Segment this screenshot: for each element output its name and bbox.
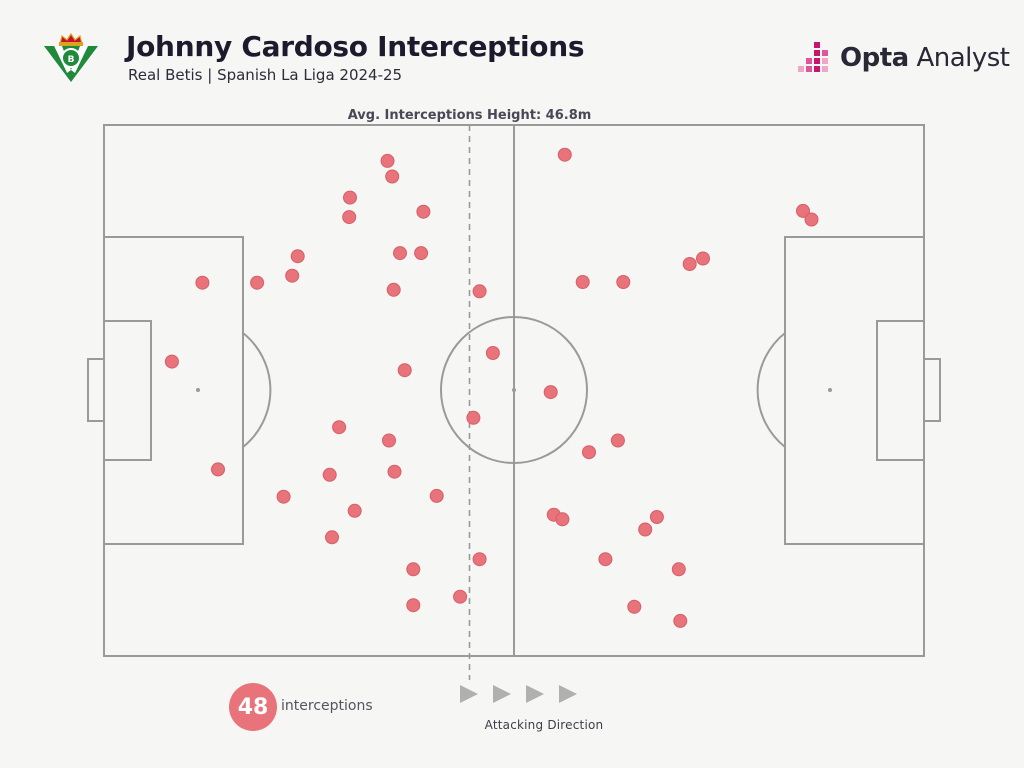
right-goal [923,358,941,422]
interception-point [485,346,500,360]
interception-point [285,268,300,283]
svg-text:B: B [68,55,75,65]
interception-point [472,552,487,567]
interception-count-label: interceptions [281,698,373,714]
chart-title: Johnny Cardoso Interceptions [126,30,585,63]
interception-point [671,562,686,577]
left-penalty-arc [242,332,272,448]
interception-point [429,488,444,503]
play-arrow-icon [559,685,577,703]
play-arrow-icon [460,685,478,703]
interception-point [804,212,819,227]
interception-point [555,512,570,527]
interception-point [682,257,697,271]
interception-point [387,464,402,479]
right-penalty-arc [756,332,786,448]
interception-point [414,246,429,261]
play-arrow-icon [526,685,544,703]
centre-circle [440,316,588,464]
right-penalty-spot [828,388,832,392]
interception-point [290,249,305,264]
interception-point [557,147,572,162]
interception-point [164,354,179,369]
right-penalty-area [784,236,925,545]
interception-point [385,169,400,184]
interception-point [466,410,481,425]
interception-point [575,275,590,289]
interception-point [649,510,664,524]
left-goal [87,358,105,422]
interception-point [638,522,653,537]
interception-point [382,433,396,448]
interception-point [696,251,710,266]
interception-point [673,613,688,628]
interception-point [322,467,337,482]
interception-markers [164,147,819,628]
interception-point [332,420,347,435]
avg-height-label: Avg. Interceptions Height: 46.8m [348,108,592,123]
interception-point [393,246,407,261]
interception-point [342,210,357,225]
interception-point [406,562,421,577]
interception-point [472,284,487,299]
brand-name-bold: Opta [840,43,909,73]
interception-point [347,503,362,518]
interception-point [598,552,613,567]
left-goal-area [103,320,152,461]
interception-point [406,598,421,613]
real-betis-crest-icon: B [44,32,98,82]
pitch-chart: Avg. Interceptions Height: 46.8m [87,108,941,680]
left-penalty-area [103,236,244,545]
interception-point [195,275,210,290]
play-arrow-icon [493,685,511,703]
interception-point [386,282,401,297]
interception-point [610,433,625,448]
interception-point [397,363,412,378]
brand-name: Opta Analyst [840,43,1010,73]
interception-point [796,203,810,218]
interception-point [343,190,357,205]
chart-subtitle: Real Betis | Spanish La Liga 2024-25 [128,66,403,84]
interception-point [453,589,468,604]
interception-count-badge: 48 [229,683,277,731]
interception-point [250,275,265,290]
attacking-direction-label: Attacking Direction [484,718,604,732]
left-penalty-spot [196,388,200,392]
attacking-direction-arrows [460,685,577,703]
interception-point [543,385,558,400]
interception-point [627,599,642,614]
interception-point [276,489,291,504]
pitch-markings [87,124,941,657]
right-goal-area [876,320,925,461]
brand-name-light: Analyst [916,43,1010,73]
interception-point [616,275,631,289]
interception-point [211,462,225,477]
interception-point [416,204,431,219]
opta-analyst-logo: Opta Analyst [798,40,1010,76]
interception-point [325,530,339,545]
centre-spot [512,388,516,392]
opta-bars-icon [798,42,828,72]
interception-point [380,153,395,168]
interception-point [582,445,596,460]
